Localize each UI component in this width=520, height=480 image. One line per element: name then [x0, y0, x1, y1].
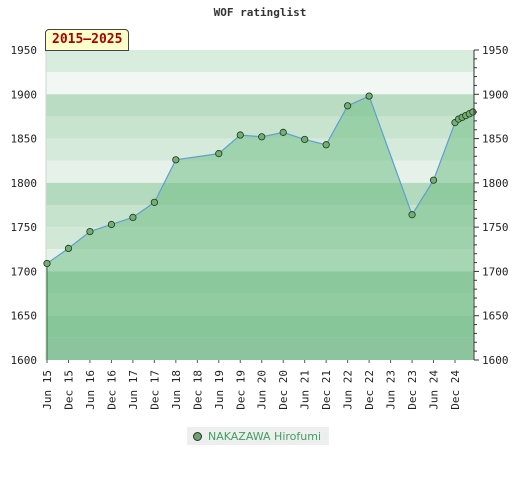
data-point[interactable] [64, 244, 73, 252]
y-tick-label-right: 1800 [482, 177, 509, 190]
data-point[interactable] [215, 150, 223, 158]
y-tick-label-left: 1600 [11, 354, 38, 367]
data-point[interactable] [301, 135, 309, 144]
x-tick-label: Jun 24 [428, 370, 441, 410]
x-tick-label: Jun 21 [299, 370, 312, 410]
data-point[interactable] [408, 211, 416, 219]
data-point[interactable] [279, 128, 287, 136]
x-tick-label: Jun 19 [213, 370, 226, 410]
rating-area [47, 96, 473, 361]
x-tick-label: Dec 18 [191, 370, 204, 410]
data-point[interactable] [344, 102, 352, 110]
data-point[interactable] [322, 141, 330, 149]
x-tick-label: Dec 16 [105, 370, 118, 410]
data-point[interactable] [172, 156, 180, 164]
data-point[interactable] [129, 213, 137, 221]
x-tick-label: Dec 22 [363, 370, 376, 410]
y-tick-label-left: 1900 [11, 88, 38, 101]
x-tick-label: Jun 23 [385, 370, 398, 410]
y-tick-label-right: 1750 [482, 221, 509, 234]
legend[interactable]: NAKAZAWA Hirofumi [187, 427, 330, 445]
data-point[interactable] [365, 92, 373, 100]
x-tick-label: Dec 15 [62, 370, 75, 410]
x-tick-label: Jun 17 [127, 370, 140, 410]
x-tick-label: Jun 22 [342, 370, 355, 410]
rating-area-fill [47, 96, 473, 361]
x-tick-label: Dec 20 [277, 370, 290, 410]
y-tick-label-right: 1600 [482, 354, 509, 367]
y-tick-label-right: 1950 [482, 44, 509, 57]
plot-frame [45, 50, 48, 360]
chart-title: WOF ratinglist [213, 6, 307, 19]
x-tick-label: Dec 21 [320, 370, 333, 410]
y-tick-label-right: 1650 [482, 310, 509, 323]
background-band [46, 50, 474, 73]
x-tick-label: Dec 24 [449, 370, 462, 410]
date-range-badge: 2015–2025 [45, 29, 130, 51]
background-band [46, 72, 474, 95]
y-tick-label-right: 1850 [482, 133, 509, 146]
legend-marker-icon [193, 431, 202, 441]
y-tick-label-left: 1650 [11, 310, 38, 323]
y-tick-label-left: 1950 [11, 44, 38, 57]
x-axis: Jun 15 Dec 15 Jun 16 Dec 16 Jun 17 Dec 17 Jun … [41, 360, 462, 410]
y-tick-label-left: 1750 [11, 221, 38, 234]
background-band [46, 94, 474, 117]
data-point[interactable] [86, 227, 94, 236]
x-tick-label: Dec 17 [148, 370, 161, 410]
y-tick-label-right: 1900 [482, 88, 509, 101]
y-axis-right: 1600 1650 1700 1750 1800 1850 1900 1950 [473, 44, 509, 367]
data-point[interactable] [150, 198, 158, 206]
x-tick-label: Dec 23 [406, 370, 419, 410]
data-point[interactable] [236, 131, 244, 139]
data-point[interactable] [429, 176, 438, 184]
y-tick-label-left: 1850 [11, 133, 38, 146]
data-point[interactable] [258, 133, 266, 141]
y-tick-label-left: 1800 [11, 177, 38, 190]
x-tick-label: Jun 20 [256, 370, 269, 410]
x-tick-label: Jun 16 [84, 370, 97, 410]
y-axis-left: 1600 1650 1700 1750 1800 1850 1900 1950 [11, 44, 38, 367]
rating-markers [43, 92, 477, 268]
y-tick-label-left: 1700 [11, 265, 38, 278]
x-tick-label: Dec 19 [234, 370, 247, 410]
data-point[interactable] [107, 220, 116, 229]
data-point[interactable] [43, 259, 51, 268]
y-tick-label-right: 1700 [482, 265, 509, 278]
x-tick-label: Jun 18 [170, 370, 183, 410]
x-tick-label: Jun 15 [41, 370, 54, 410]
legend-series-name: NAKAZAWA Hirofumi [208, 429, 322, 443]
